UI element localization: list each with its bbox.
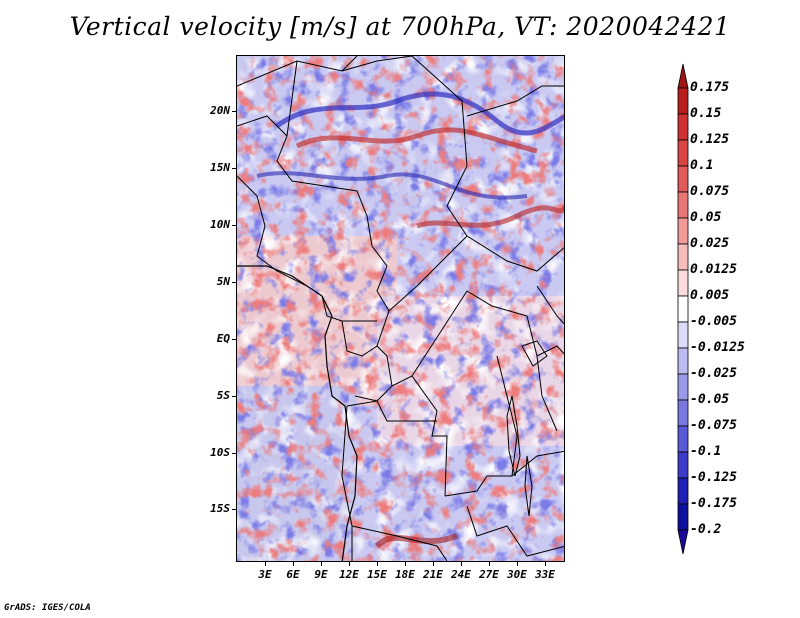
colorbar bbox=[677, 63, 689, 555]
colorbar-label: 0.1 bbox=[690, 158, 714, 173]
colorbar-swatch bbox=[677, 451, 689, 479]
colorbar-top-arrow bbox=[677, 63, 689, 89]
colorbar-swatch bbox=[677, 165, 689, 193]
colorbar-label: -0.175 bbox=[690, 496, 737, 511]
lon-tick bbox=[489, 562, 490, 566]
colorbar-swatch bbox=[677, 217, 689, 245]
lat-tick bbox=[232, 168, 236, 169]
lon-label-6e: 6E bbox=[286, 568, 300, 581]
lat-label-20n: 20N bbox=[210, 104, 230, 117]
colorbar-label: 0.175 bbox=[690, 80, 730, 95]
lon-tick bbox=[349, 562, 350, 566]
lon-label-9e: 9E bbox=[314, 568, 328, 581]
lon-tick bbox=[405, 562, 406, 566]
lon-label-21e: 21E bbox=[423, 568, 443, 581]
colorbar-label: 0.075 bbox=[690, 184, 730, 199]
colorbar-swatch bbox=[677, 373, 689, 401]
velocity-field bbox=[237, 56, 564, 561]
footer-credit: GrADS: IGES/COLA bbox=[4, 603, 91, 613]
colorbar-label: -0.005 bbox=[690, 314, 737, 329]
lon-tick bbox=[377, 562, 378, 566]
colorbar-swatch bbox=[677, 477, 689, 505]
colorbar-label: 0.125 bbox=[690, 132, 730, 147]
lat-label-10s: 10S bbox=[210, 446, 230, 459]
lon-tick bbox=[433, 562, 434, 566]
colorbar-swatch bbox=[677, 191, 689, 219]
colorbar-swatch bbox=[677, 425, 689, 453]
lon-label-33e: 33E bbox=[535, 568, 555, 581]
lon-label-3e: 3E bbox=[258, 568, 272, 581]
lon-label-18e: 18E bbox=[395, 568, 415, 581]
colorbar-swatch bbox=[677, 321, 689, 349]
lat-tick bbox=[232, 225, 236, 226]
lat-label-15s: 15S bbox=[210, 502, 230, 515]
lat-tick bbox=[232, 453, 236, 454]
colorbar-label: 0.0125 bbox=[690, 262, 737, 277]
lat-label-5s: 5S bbox=[216, 389, 230, 402]
colorbar-label: -0.05 bbox=[690, 392, 730, 407]
colorbar-label: -0.025 bbox=[690, 366, 737, 381]
lat-tick bbox=[232, 509, 236, 510]
colorbar-swatch bbox=[677, 295, 689, 323]
colorbar-swatch bbox=[677, 87, 689, 115]
lon-label-12e: 12E bbox=[339, 568, 359, 581]
lat-tick bbox=[232, 396, 236, 397]
lon-label-15e: 15E bbox=[367, 568, 387, 581]
lon-tick bbox=[265, 562, 266, 566]
lon-tick bbox=[517, 562, 518, 566]
colorbar-swatch bbox=[677, 139, 689, 167]
colorbar-swatch bbox=[677, 399, 689, 427]
colorbar-swatch bbox=[677, 503, 689, 531]
lon-tick bbox=[545, 562, 546, 566]
lat-label-eq: EQ bbox=[216, 332, 230, 345]
colorbar-label: -0.2 bbox=[690, 522, 722, 537]
colorbar-swatch bbox=[677, 243, 689, 271]
colorbar-swatch bbox=[677, 113, 689, 141]
colorbar-label: 0.05 bbox=[690, 210, 722, 225]
lon-label-27e: 27E bbox=[479, 568, 499, 581]
lat-tick bbox=[232, 339, 236, 340]
colorbar-label: -0.0125 bbox=[690, 340, 745, 355]
lat-tick bbox=[232, 282, 236, 283]
lat-tick bbox=[232, 111, 236, 112]
colorbar-label: 0.005 bbox=[690, 288, 730, 303]
colorbar-swatch bbox=[677, 269, 689, 297]
lon-label-30e: 30E bbox=[507, 568, 527, 581]
lat-label-10n: 10N bbox=[210, 218, 230, 231]
colorbar-label: -0.125 bbox=[690, 470, 737, 485]
lat-label-15n: 15N bbox=[210, 161, 230, 174]
lon-label-24e: 24E bbox=[451, 568, 471, 581]
map-title: Vertical velocity [m/s] at 700hPa, VT: 2… bbox=[69, 12, 731, 41]
lat-label-5n: 5N bbox=[216, 275, 230, 288]
colorbar-swatch bbox=[677, 347, 689, 375]
colorbar-label: -0.1 bbox=[690, 444, 722, 459]
lon-tick bbox=[321, 562, 322, 566]
colorbar-label: 0.025 bbox=[690, 236, 730, 251]
colorbar-label: -0.075 bbox=[690, 418, 737, 433]
lon-tick bbox=[293, 562, 294, 566]
colorbar-label: 0.15 bbox=[690, 106, 722, 121]
colorbar-bottom-arrow bbox=[677, 529, 689, 555]
lon-tick bbox=[461, 562, 462, 566]
map-panel bbox=[236, 55, 565, 562]
